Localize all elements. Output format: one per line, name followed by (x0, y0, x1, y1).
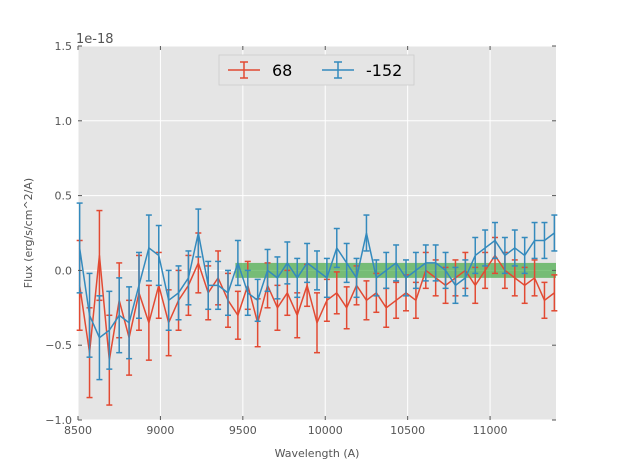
y-tick-label: 0.0 (55, 264, 73, 277)
x-tick-label: 11000 (473, 424, 508, 437)
x-axis-label: Wavelength (A) (275, 447, 360, 460)
offset-text: 1e-18 (76, 32, 114, 47)
x-tick-label: 8500 (64, 424, 92, 437)
x-tick-label: 10500 (390, 424, 425, 437)
y-tick-label: 0.5 (55, 190, 73, 203)
series-1 (76, 202, 558, 381)
y-tick-label: 1.0 (55, 115, 73, 128)
y-tick-label: −1.0 (45, 414, 72, 427)
legend-label: 68 (272, 61, 292, 80)
plot-area (78, 46, 556, 420)
x-tick-label: 10000 (308, 424, 343, 437)
y-tick-label: −0.5 (45, 339, 72, 352)
series-line (78, 232, 555, 339)
legend-label: -152 (366, 61, 402, 80)
y-tick-label: 1.5 (55, 40, 73, 53)
x-tick-label: 9500 (229, 424, 257, 437)
x-tick-label: 9000 (146, 424, 174, 437)
y-axis-label: Flux (erg/s/cm^2/A) (22, 178, 35, 288)
legend: 68 -152 (218, 54, 415, 86)
